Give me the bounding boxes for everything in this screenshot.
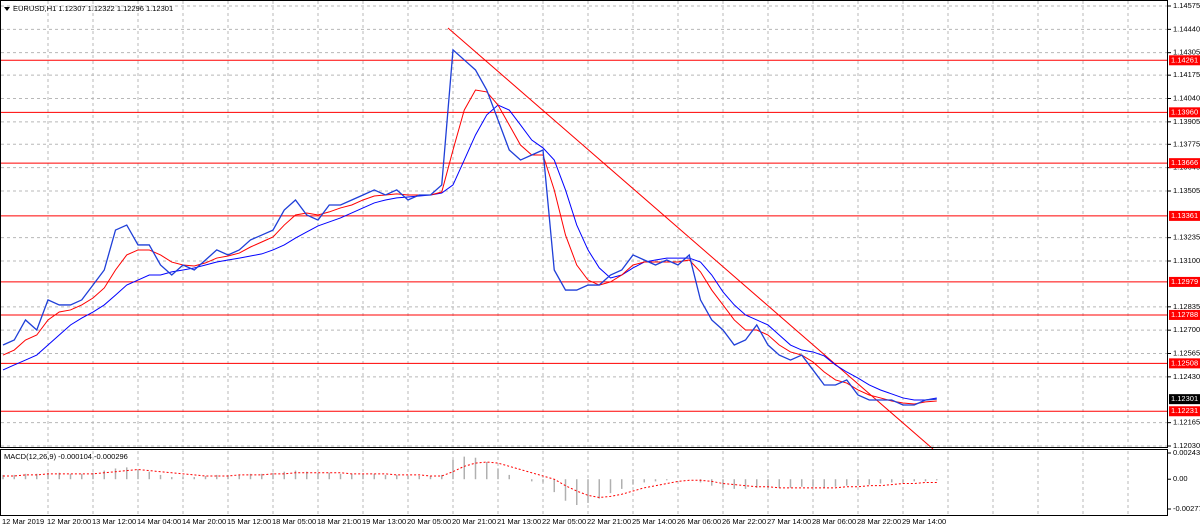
- x-tick-label: 14 Mar 20:00: [182, 517, 226, 526]
- price-line: [2, 48, 937, 406]
- level-tag: [1169, 210, 1200, 221]
- x-tick-label: 12 Mar 2019: [2, 517, 44, 526]
- y-tick-label: 1.14575: [1173, 1, 1200, 10]
- y-tick-label: 1.14440: [1173, 24, 1200, 33]
- x-tick-label: 19 Mar 13:00: [362, 517, 406, 526]
- level-label: 1.13666: [1171, 158, 1198, 167]
- symbol-icon[interactable]: [4, 7, 10, 11]
- x-tick-label: 20 Mar 05:00: [407, 517, 451, 526]
- x-tick-label: 25 Mar 14:00: [632, 517, 676, 526]
- y-tick-label: 1.12835: [1173, 302, 1200, 311]
- level-tag: [1169, 55, 1200, 66]
- x-tick-label: 21 Mar 13:00: [497, 517, 541, 526]
- y-tick-label: 1.14305: [1173, 48, 1200, 57]
- moving-average: [2, 104, 937, 401]
- level-tag: [1169, 158, 1200, 169]
- level-label: 1.14261: [1171, 55, 1198, 64]
- x-tick-label: 27 Mar 14:00: [767, 517, 811, 526]
- y-tick-label: 0.002438: [1173, 448, 1200, 457]
- x-tick-label: 28 Mar 22:00: [857, 517, 901, 526]
- x-tick-label: 22 Mar 21:00: [587, 517, 631, 526]
- level-label: 1.13960: [1171, 107, 1198, 116]
- price-header: EURUSD,H1 1.12307 1.12322 1.12296 1.1230…: [13, 4, 173, 13]
- level-tag: [1169, 107, 1200, 118]
- level-label: 1.13361: [1171, 211, 1198, 220]
- x-tick-label: 18 Mar 05:00: [272, 517, 316, 526]
- macd-pane-border: [0, 449, 1168, 516]
- x-tick-label: 18 Mar 21:00: [317, 517, 361, 526]
- x-tick-label: 26 Mar 22:00: [722, 517, 766, 526]
- y-tick-label: -0.00277: [1173, 504, 1200, 513]
- y-tick-label: 0.00: [1173, 474, 1188, 483]
- x-tick-label: 22 Mar 05:00: [542, 517, 586, 526]
- x-tick-label: 14 Mar 04:00: [137, 517, 181, 526]
- trend-line: [447, 27, 934, 450]
- y-tick-label: 1.13775: [1173, 139, 1200, 148]
- macd-header: MACD(12,26,9) -0.000104 -0.000296: [4, 452, 128, 461]
- level-tag: [1169, 358, 1200, 369]
- moving-average: [2, 89, 937, 405]
- y-tick-label: 1.14175: [1173, 70, 1200, 79]
- x-tick-label: 12 Mar 20:00: [47, 517, 91, 526]
- y-tick-label: 1.12700: [1173, 325, 1200, 334]
- data-layer: [1, 27, 1168, 506]
- level-tag: [1169, 406, 1200, 417]
- level-label: 1.12788: [1171, 310, 1198, 319]
- x-tick-label: 29 Mar 14:00: [902, 517, 946, 526]
- y-tick-label: 1.12030: [1173, 441, 1200, 450]
- x-tick-label: 13 Mar 12:00: [92, 517, 136, 526]
- level-tag: [1169, 276, 1200, 287]
- current-price-label: 1.12301: [1171, 394, 1198, 403]
- y-tick-label: 1.12165: [1173, 418, 1200, 427]
- y-tick-label: 1.13235: [1173, 233, 1200, 242]
- y-tick-label: 1.13505: [1173, 186, 1200, 195]
- level-label: 1.12508: [1171, 358, 1198, 367]
- x-tick-label: 20 Mar 21:00: [452, 517, 496, 526]
- y-tick-label: 1.12430: [1173, 372, 1200, 381]
- x-tick-label: 28 Mar 06:00: [812, 517, 856, 526]
- level-label: 1.12231: [1171, 406, 1198, 415]
- level-label: 1.12979: [1171, 277, 1198, 286]
- signal-line: [3, 461, 937, 498]
- y-tick-label: 1.13905: [1173, 117, 1200, 126]
- grid-layer: [1, 1, 1168, 515]
- x-tick-label: 15 Mar 12:00: [227, 517, 271, 526]
- current-price-tag: [1169, 394, 1200, 405]
- y-tick-label: 1.14040: [1173, 93, 1200, 102]
- level-tag: [1169, 309, 1200, 320]
- y-tick-label: 1.12565: [1173, 348, 1200, 357]
- x-tick-label: 26 Mar 06:00: [677, 517, 721, 526]
- y-tick-label: 1.13100: [1173, 256, 1200, 265]
- price-pane-border: [0, 0, 1168, 448]
